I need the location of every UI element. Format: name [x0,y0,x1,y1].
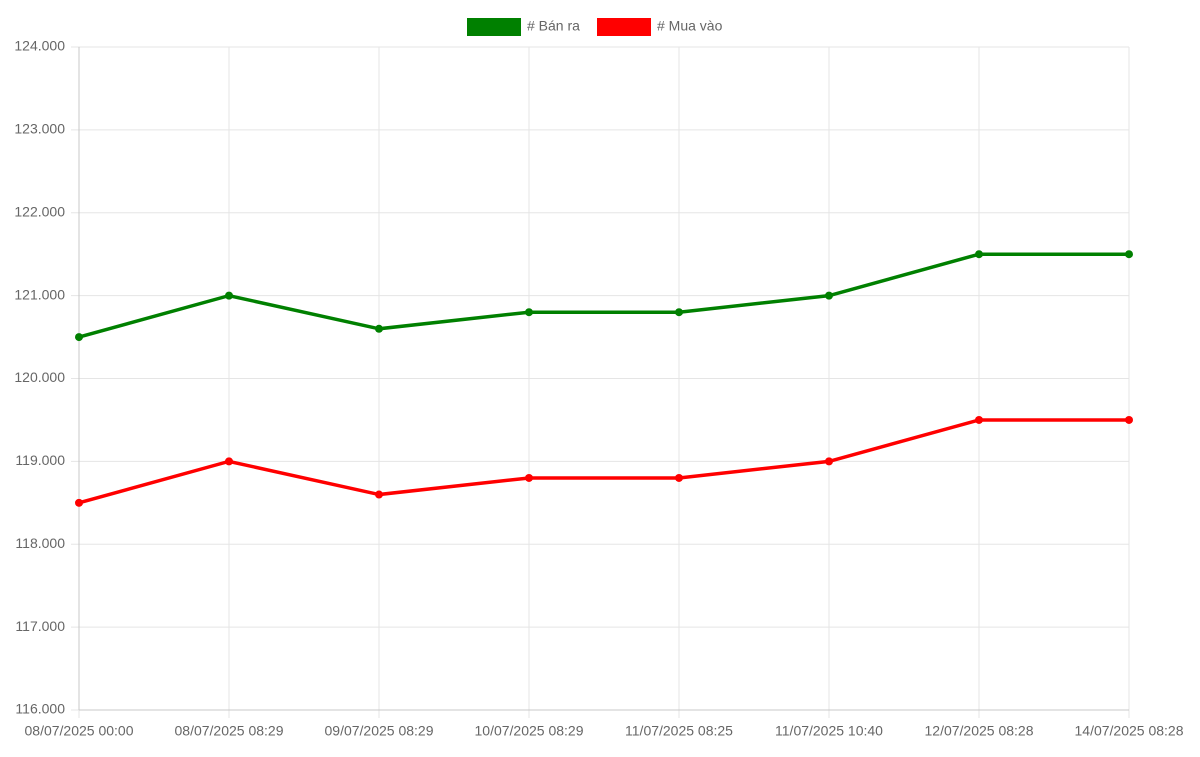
data-point [375,324,383,333]
x-tick-label: 14/07/2025 08:28 [1075,723,1184,739]
data-point [1125,250,1133,259]
x-tick-label: 08/07/2025 00:00 [25,723,134,739]
data-point [975,415,983,424]
data-point [675,308,683,317]
x-tick-label: 10/07/2025 08:29 [475,723,584,739]
series-line [78,252,1129,339]
legend-label: # Mua vào [657,18,723,34]
data-point [675,473,683,482]
x-tick-label: 09/07/2025 08:29 [325,723,434,739]
x-tick-label: 08/07/2025 08:29 [175,723,284,739]
y-tick-label: 124.000 [14,38,65,54]
data-point [225,291,233,300]
y-tick-label: 119.000 [15,452,65,468]
data-point [1125,415,1133,424]
y-tick-label: 121.000 [14,286,65,302]
y-tick-label: 118.000 [15,535,65,551]
data-point [825,291,833,300]
legend-swatch [597,18,651,36]
y-tick-label: 120.000 [14,369,65,385]
y-tick-label: 122.000 [14,203,65,219]
data-point [825,457,833,466]
x-tick-label: 11/07/2025 10:40 [775,723,883,739]
y-tick-label: 116.000 [15,701,65,717]
data-point [75,498,83,507]
data-point [525,308,533,317]
data-point [525,473,533,482]
x-tick-label: 12/07/2025 08:28 [925,723,1034,739]
series-line [78,418,1129,505]
data-point [975,250,983,259]
legend-swatch [467,18,521,36]
x-tick-label: 11/07/2025 08:25 [625,723,733,739]
data-point [375,490,383,499]
y-tick-label: 117.000 [15,618,65,634]
data-point [75,333,83,342]
data-point [225,457,233,466]
legend-label: # Bán ra [527,18,580,34]
y-tick-label: 123.000 [14,121,65,137]
